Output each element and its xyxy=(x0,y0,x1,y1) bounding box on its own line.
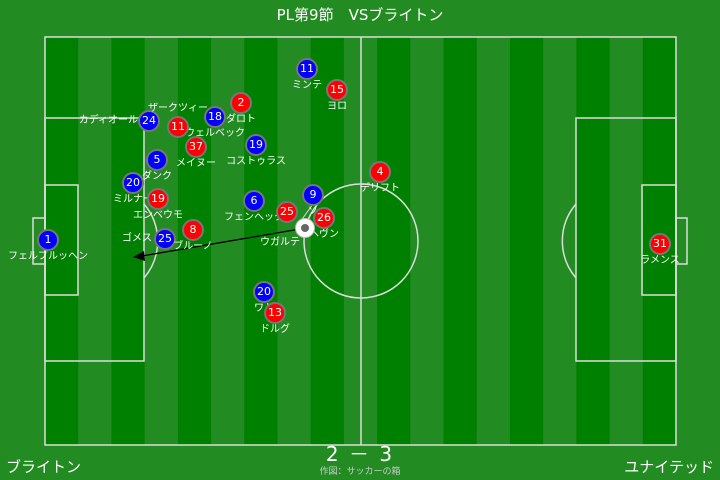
player-name: ウェルベック xyxy=(185,128,245,139)
player-name: ヘヴン xyxy=(309,229,339,240)
player-marker: 5 xyxy=(146,149,168,171)
pitch-stripe xyxy=(443,37,478,445)
player-marker: 19 xyxy=(147,188,169,210)
pass-arrow-head xyxy=(133,251,145,261)
player-marker: 19 xyxy=(245,134,267,156)
pitch-stripe xyxy=(576,37,611,445)
player-name: フェルブルッヘン xyxy=(8,251,88,262)
credit: 作図：サッカーの箱 xyxy=(319,467,401,477)
player-marker: 11 xyxy=(296,58,318,80)
player-marker: 18 xyxy=(204,106,226,128)
player-marker: 20 xyxy=(122,172,144,194)
pitch-stripe xyxy=(543,37,577,445)
player-marker: 2 xyxy=(230,92,252,114)
pitch-stripe xyxy=(177,37,212,445)
pass-arrow-line xyxy=(141,228,301,257)
player-name: カディオール xyxy=(78,115,138,126)
player-name: エンベウモ xyxy=(133,210,183,221)
ball-icon xyxy=(295,218,315,238)
player-marker: 13 xyxy=(264,302,286,324)
page-title: PL第9節 VSブライトン xyxy=(276,6,444,24)
player-name: コストゥラス xyxy=(226,156,286,167)
pitch-stripe xyxy=(609,37,644,445)
player-marker: 24 xyxy=(138,110,160,132)
player-name: ダロト xyxy=(226,114,256,125)
player-name: ブルーノ xyxy=(173,241,213,252)
player-name: ウガルテ xyxy=(260,237,300,248)
player-name: ザークツィー xyxy=(148,103,208,114)
home-team-name: ブライトン xyxy=(6,458,82,476)
pitch-stripe xyxy=(377,37,411,445)
right-goal xyxy=(675,217,688,265)
player-name: メイヌー xyxy=(176,158,216,169)
pitch-stripe xyxy=(78,37,112,445)
player-name: ソ xyxy=(308,206,318,217)
player-marker: 11 xyxy=(167,116,189,138)
pitch-stripe xyxy=(476,37,511,445)
player-marker: 37 xyxy=(185,136,207,158)
pitch-stripe xyxy=(410,37,445,445)
pitch-stripe xyxy=(509,37,544,445)
player-marker: 31 xyxy=(649,233,671,255)
player-marker: 4 xyxy=(369,161,391,183)
player-marker: 20 xyxy=(253,281,275,303)
player-marker: 1 xyxy=(37,229,59,251)
player-name: ゴメス xyxy=(122,233,152,244)
player-name: デリフト xyxy=(360,183,400,194)
player-name: ミルナー xyxy=(113,194,153,205)
player-marker: 9 xyxy=(302,184,324,206)
right-penalty-arc xyxy=(561,203,577,279)
player-marker: 15 xyxy=(326,79,348,101)
away-team-name: ユナイテッド xyxy=(624,458,714,476)
pitch-stripe xyxy=(310,37,345,445)
player-name: ヨロ xyxy=(327,101,347,112)
pitch-stripe xyxy=(277,37,312,445)
player-marker: 25 xyxy=(154,228,176,250)
player-name: ラメンス xyxy=(640,255,680,266)
player-marker: 8 xyxy=(182,219,204,241)
player-marker: 26 xyxy=(313,207,335,229)
player-name: ドルグ xyxy=(260,324,290,335)
player-name: ミンテ xyxy=(292,80,322,91)
center-circle xyxy=(303,183,419,299)
pitch-stripe xyxy=(111,37,146,445)
score: 2 － 3 xyxy=(325,442,395,466)
player-marker: 6 xyxy=(243,190,265,212)
player-name: ダンク xyxy=(142,171,172,182)
player-name: フェンヘック xyxy=(224,212,284,223)
player-marker: 25 xyxy=(276,201,298,223)
